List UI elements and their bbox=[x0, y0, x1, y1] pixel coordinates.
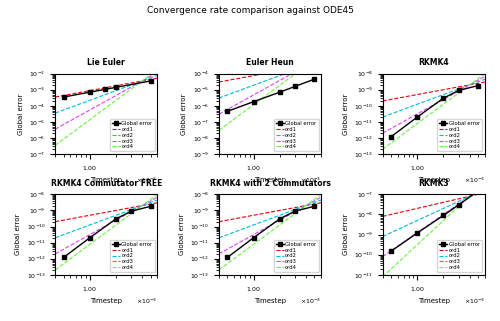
Global error bbox=[312, 77, 318, 81]
Global error bbox=[276, 90, 282, 94]
Y-axis label: Global error: Global error bbox=[342, 93, 348, 134]
Title: Euler Heun: Euler Heun bbox=[246, 58, 294, 67]
Global error bbox=[475, 84, 481, 88]
Global error bbox=[250, 100, 256, 104]
Legend: Global error, ord1, ord2, ord3, ord4: Global error, ord1, ord2, ord3, ord4 bbox=[438, 119, 482, 152]
Global error bbox=[224, 109, 230, 113]
Global error bbox=[60, 256, 66, 259]
Global error bbox=[292, 84, 298, 88]
Global error bbox=[456, 89, 462, 92]
Legend: Global error, ord1, ord2, ord3, ord4: Global error, ord1, ord2, ord3, ord4 bbox=[274, 240, 318, 272]
Global error bbox=[113, 85, 119, 89]
Y-axis label: Global error: Global error bbox=[182, 93, 188, 134]
Global error bbox=[102, 87, 108, 91]
Global error bbox=[148, 204, 154, 208]
Y-axis label: Global error: Global error bbox=[18, 93, 24, 134]
Line: Global error: Global error bbox=[62, 79, 152, 99]
Y-axis label: Global error: Global error bbox=[342, 214, 348, 255]
Global error bbox=[414, 231, 420, 235]
Legend: Global error, ord1, ord2, ord3, ord4: Global error, ord1, ord2, ord3, ord4 bbox=[110, 240, 155, 272]
Global error bbox=[87, 90, 93, 94]
Global error bbox=[388, 249, 394, 253]
Global error bbox=[224, 256, 230, 259]
Global error bbox=[250, 236, 256, 240]
Legend: Global error, ord1, ord2, ord3, ord4: Global error, ord1, ord2, ord3, ord4 bbox=[274, 119, 318, 152]
Global error bbox=[440, 96, 446, 100]
Global error bbox=[292, 209, 298, 213]
Line: Global error: Global error bbox=[390, 84, 480, 138]
Global error bbox=[60, 95, 66, 99]
Title: RKMK4 with 2 Commutators: RKMK4 with 2 Commutators bbox=[210, 179, 330, 188]
Text: Convergence rate comparison against ODE45: Convergence rate comparison against ODE4… bbox=[146, 6, 354, 15]
Legend: Global error, ord1, ord2, ord3, ord4: Global error, ord1, ord2, ord3, ord4 bbox=[110, 119, 155, 152]
Line: Global error: Global error bbox=[226, 77, 316, 113]
X-axis label: Timestep: Timestep bbox=[254, 298, 286, 304]
Title: Lie Euler: Lie Euler bbox=[88, 58, 125, 67]
Title: RKMK4: RKMK4 bbox=[418, 58, 449, 67]
Title: RKMK4 Commutator FREE: RKMK4 Commutator FREE bbox=[50, 179, 162, 188]
Global error bbox=[128, 209, 134, 213]
X-axis label: Timestep: Timestep bbox=[90, 298, 122, 304]
Global error bbox=[388, 135, 394, 139]
Global error bbox=[475, 189, 481, 193]
Global error bbox=[414, 115, 420, 119]
Global error bbox=[312, 204, 318, 208]
Title: RKMK3: RKMK3 bbox=[418, 179, 449, 188]
Legend: Global error, ord1, ord2, ord3, ord4: Global error, ord1, ord2, ord3, ord4 bbox=[438, 240, 482, 272]
Line: Global error: Global error bbox=[62, 204, 152, 259]
X-axis label: Timestep: Timestep bbox=[90, 178, 122, 183]
Global error bbox=[148, 79, 154, 83]
Line: Global error: Global error bbox=[226, 204, 316, 259]
Global error bbox=[113, 217, 119, 221]
X-axis label: Timestep: Timestep bbox=[418, 178, 450, 183]
Y-axis label: Global error: Global error bbox=[15, 214, 21, 255]
X-axis label: Timestep: Timestep bbox=[254, 178, 286, 183]
Global error bbox=[87, 236, 93, 240]
Y-axis label: Global error: Global error bbox=[179, 214, 185, 255]
Line: Global error: Global error bbox=[390, 189, 480, 253]
X-axis label: Timestep: Timestep bbox=[418, 298, 450, 304]
Global error bbox=[276, 217, 282, 221]
Global error bbox=[440, 213, 446, 217]
Global error bbox=[456, 203, 462, 207]
